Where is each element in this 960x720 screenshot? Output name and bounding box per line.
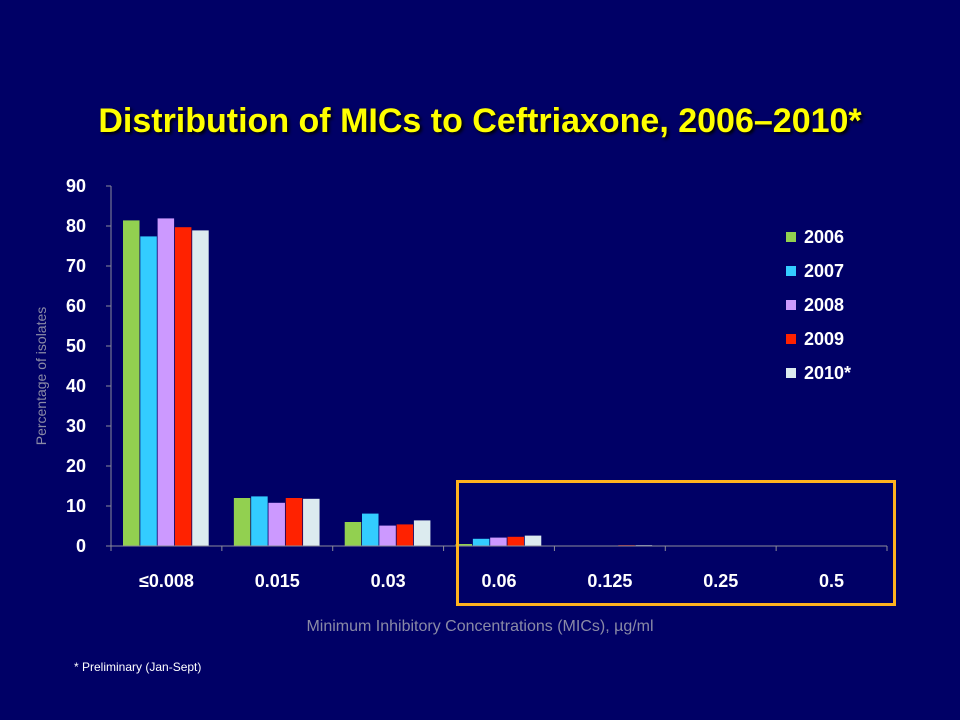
x-tick-label: 0.06 (481, 571, 516, 591)
y-tick-label: 30 (66, 416, 86, 436)
bars (123, 218, 653, 546)
bar (472, 538, 490, 546)
x-tick-label: 0.015 (255, 571, 300, 591)
x-tick-label: 0.03 (371, 571, 406, 591)
bar (251, 496, 268, 546)
bar (268, 502, 285, 546)
bar (413, 520, 431, 546)
legend: 2006 2007 2008 2009 2010* (786, 227, 851, 383)
y-tick-label: 10 (66, 496, 86, 516)
bar (174, 227, 192, 546)
x-tick-label: ≤0.008 (139, 571, 194, 591)
bar (396, 524, 414, 546)
legend-label: 2006 (804, 227, 844, 247)
bar (379, 525, 396, 546)
x-tick-label: 0.125 (587, 571, 632, 591)
bar (524, 535, 542, 546)
y-tick-label: 40 (66, 376, 86, 396)
bar (344, 522, 362, 546)
axes: 0 10 20 30 40 50 60 70 80 90 ≤0.008 0.015 0.03 0.06 0.… (66, 176, 888, 591)
legend-label: 2007 (804, 261, 844, 281)
x-tick-label: 0.5 (819, 571, 844, 591)
bar (362, 513, 379, 546)
footnote: * Preliminary (Jan-Sept) (74, 660, 202, 674)
bar (490, 537, 507, 546)
y-tick-label: 70 (66, 256, 86, 276)
bar (123, 220, 140, 546)
legend-swatch (786, 232, 796, 242)
bar (507, 536, 524, 546)
bar (157, 218, 175, 546)
legend-label: 2010* (804, 363, 851, 383)
bar (233, 498, 251, 546)
bar (285, 498, 303, 546)
x-tick-label: 0.25 (703, 571, 738, 591)
bar (140, 236, 157, 546)
legend-label: 2008 (804, 295, 844, 315)
legend-swatch (786, 368, 796, 378)
slide-title: Distribution of MICs to Ceftriaxone, 200… (98, 102, 862, 140)
legend-label: 2009 (804, 329, 844, 349)
bar (303, 498, 320, 546)
highlight-box (456, 480, 896, 606)
y-tick-label: 0 (76, 536, 86, 556)
y-axis-title: Percentage of isolates (33, 306, 49, 446)
y-tick-label: 80 (66, 216, 86, 236)
y-tick-label: 90 (66, 176, 86, 196)
y-tick-label: 60 (66, 296, 86, 316)
legend-swatch (786, 300, 796, 310)
legend-swatch (786, 266, 796, 276)
bar (192, 230, 209, 546)
y-tick-label: 50 (66, 336, 86, 356)
legend-swatch (786, 334, 796, 344)
bar (455, 544, 473, 546)
x-axis-title: Minimum Inhibitory Concentrations (MICs)… (306, 618, 654, 635)
y-tick-label: 20 (66, 456, 86, 476)
